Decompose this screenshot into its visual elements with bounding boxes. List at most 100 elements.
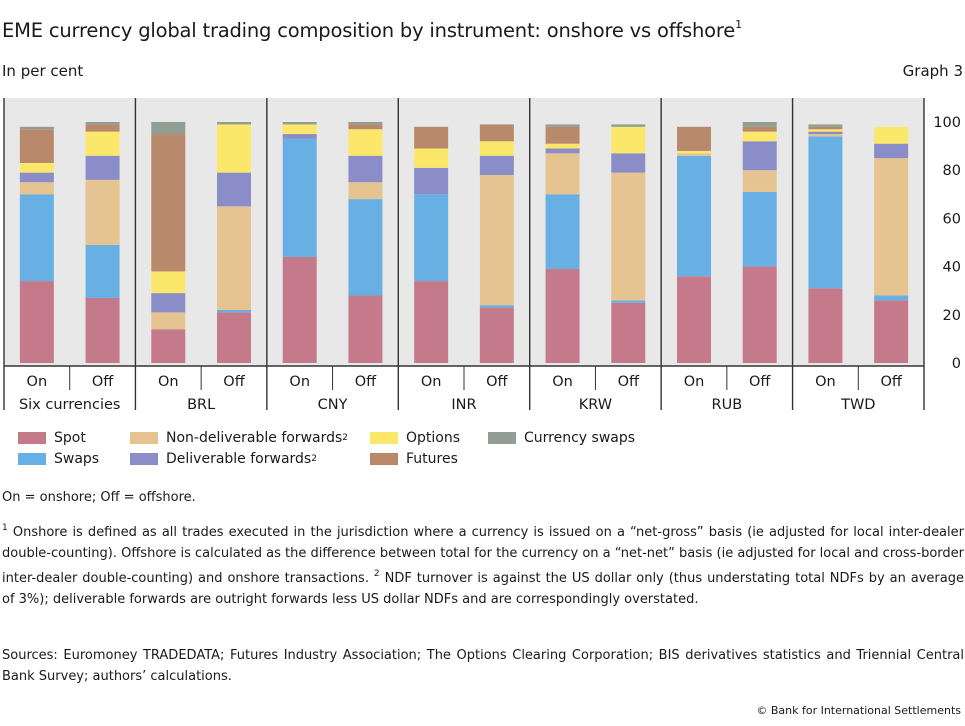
bar-segment-options [677,150,711,154]
bar-segment-swaps [19,194,54,282]
y-tick-label: 100 [933,115,961,131]
sources-note: Sources: Euromoney TRADEDATA; Futures In… [2,648,964,684]
bar-segment-df [348,155,383,183]
bar-segment-futures [19,129,54,163]
y-tick-label: 60 [943,211,961,227]
legend-item-spot: Spot [18,430,86,446]
bar-segment-ndf [85,179,120,245]
bar-segment-futures [808,126,843,130]
legend-item-swaps: Swaps [18,451,99,467]
title-footnote-mark: 1 [735,18,742,31]
legend-label-df: Deliverable forwards [166,451,312,467]
bar-segment-cswaps [808,124,843,127]
bar-segment-df [151,293,186,313]
bar-segment-options [19,162,54,173]
bar-segment-cswaps [282,122,317,125]
bar-segment-futures [677,126,711,151]
bar-segment-spot [217,312,251,363]
bar-segment-swaps [85,244,120,298]
bar-segment-futures [414,126,449,149]
bar-segment-spot [479,307,514,363]
group-label: Six currencies [19,397,121,413]
bar-segment-cswaps [348,122,383,125]
bar-label: On [27,374,48,390]
bar-label: Off [486,374,508,390]
bar-segment-ndf [677,153,711,156]
bar-segment-df [85,155,120,180]
group-label: TWD [840,397,875,413]
chart-title-text: EME currency global trading composition … [2,19,736,42]
bar-segment-cswaps [19,126,54,130]
bar-label: Off [355,374,377,390]
y-tick-label: 40 [943,260,961,276]
legend-swatch-cswaps [488,432,516,444]
legend-swatch-futures [370,453,398,465]
legend-label-options: Options [406,430,461,446]
bar-label: Off [223,374,245,390]
copyright: © Bank for International Settlements [756,704,961,717]
bar-segment-ndf [479,175,514,306]
footnote-2-mark: 2 [373,569,380,579]
legend-item-ndf: Non-deliverable forwards 2 [130,430,348,446]
legend-swatch-ndf [130,432,158,444]
legend-item-options: Options [370,430,460,446]
group-label: INR [451,397,476,413]
bar-segment-options [742,131,777,142]
bar-segment-futures [348,124,383,130]
bar-segment-spot [545,269,580,363]
bar-segment-swaps [545,194,580,270]
abbreviation-note: On = onshore; Off = offshore. [2,490,196,505]
bar-segment-spot [611,302,646,363]
bar-segment-cswaps [85,122,120,125]
bar-segment-df [742,141,777,171]
bar-label: On [158,374,179,390]
group-label: RUB [712,397,743,413]
legend-label-swaps: Swaps [54,451,100,467]
bar-segment-spot [19,281,54,363]
bar-segment-spot [414,281,449,363]
bar-segment-swaps [217,309,251,313]
bar-label: On [289,374,310,390]
bar-segment-ndf [808,134,843,137]
bar-segment-df [808,131,843,135]
footnotes: 1 Onshore is defined as all trades execu… [2,518,964,610]
bar-segment-ndf [348,182,383,200]
bar-segment-options [479,141,514,156]
stacked-bar-chart: 0 20 40 60 80 100 On Off Six currencies On Off BRL O… [3,98,961,413]
legend-item-futures: Futures [370,451,458,467]
bar-segment-futures [151,134,186,272]
bar-segment-spot [348,295,383,363]
bar-segment-swaps [611,300,646,303]
bar-segment-cswaps [217,122,251,125]
bar-segment-ndf [19,182,54,195]
bar-label: Off [92,374,114,390]
plot-background [4,98,924,366]
group-label: CNY [318,397,348,413]
bar-segment-options [85,131,120,156]
bar-segment-ndf [151,312,186,330]
chart-subtitle: In per cent [2,62,84,80]
bar-segment-ndf [742,170,777,192]
bar-label: On [684,374,705,390]
legend-swatch-df [130,453,158,465]
footnote-1: Onshore is defined as all trades execute… [2,525,964,586]
legend-label-spot: Spot [54,430,86,446]
bar-segment-spot [85,297,120,363]
bar-segment-options [414,148,449,168]
bar-segment-spot [808,288,843,363]
bar-segment-swaps [348,199,383,296]
legend-sup-df: 2 [311,454,317,464]
bar-segment-swaps [742,191,777,267]
bar-segment-futures [479,124,514,142]
bar-segment-options [282,124,317,135]
bar-segment-df [282,134,317,139]
bar-segment-df [19,172,54,183]
bar-segment-options [348,129,383,156]
bar-segment-cswaps [611,124,646,127]
bar-segment-options [611,126,646,154]
graph-number: Graph 3 [902,62,963,80]
y-tick-label: 80 [943,163,961,179]
bar-segment-df [414,167,449,195]
legend-swatch-swaps [18,453,46,465]
bar-segment-swaps [677,155,711,277]
